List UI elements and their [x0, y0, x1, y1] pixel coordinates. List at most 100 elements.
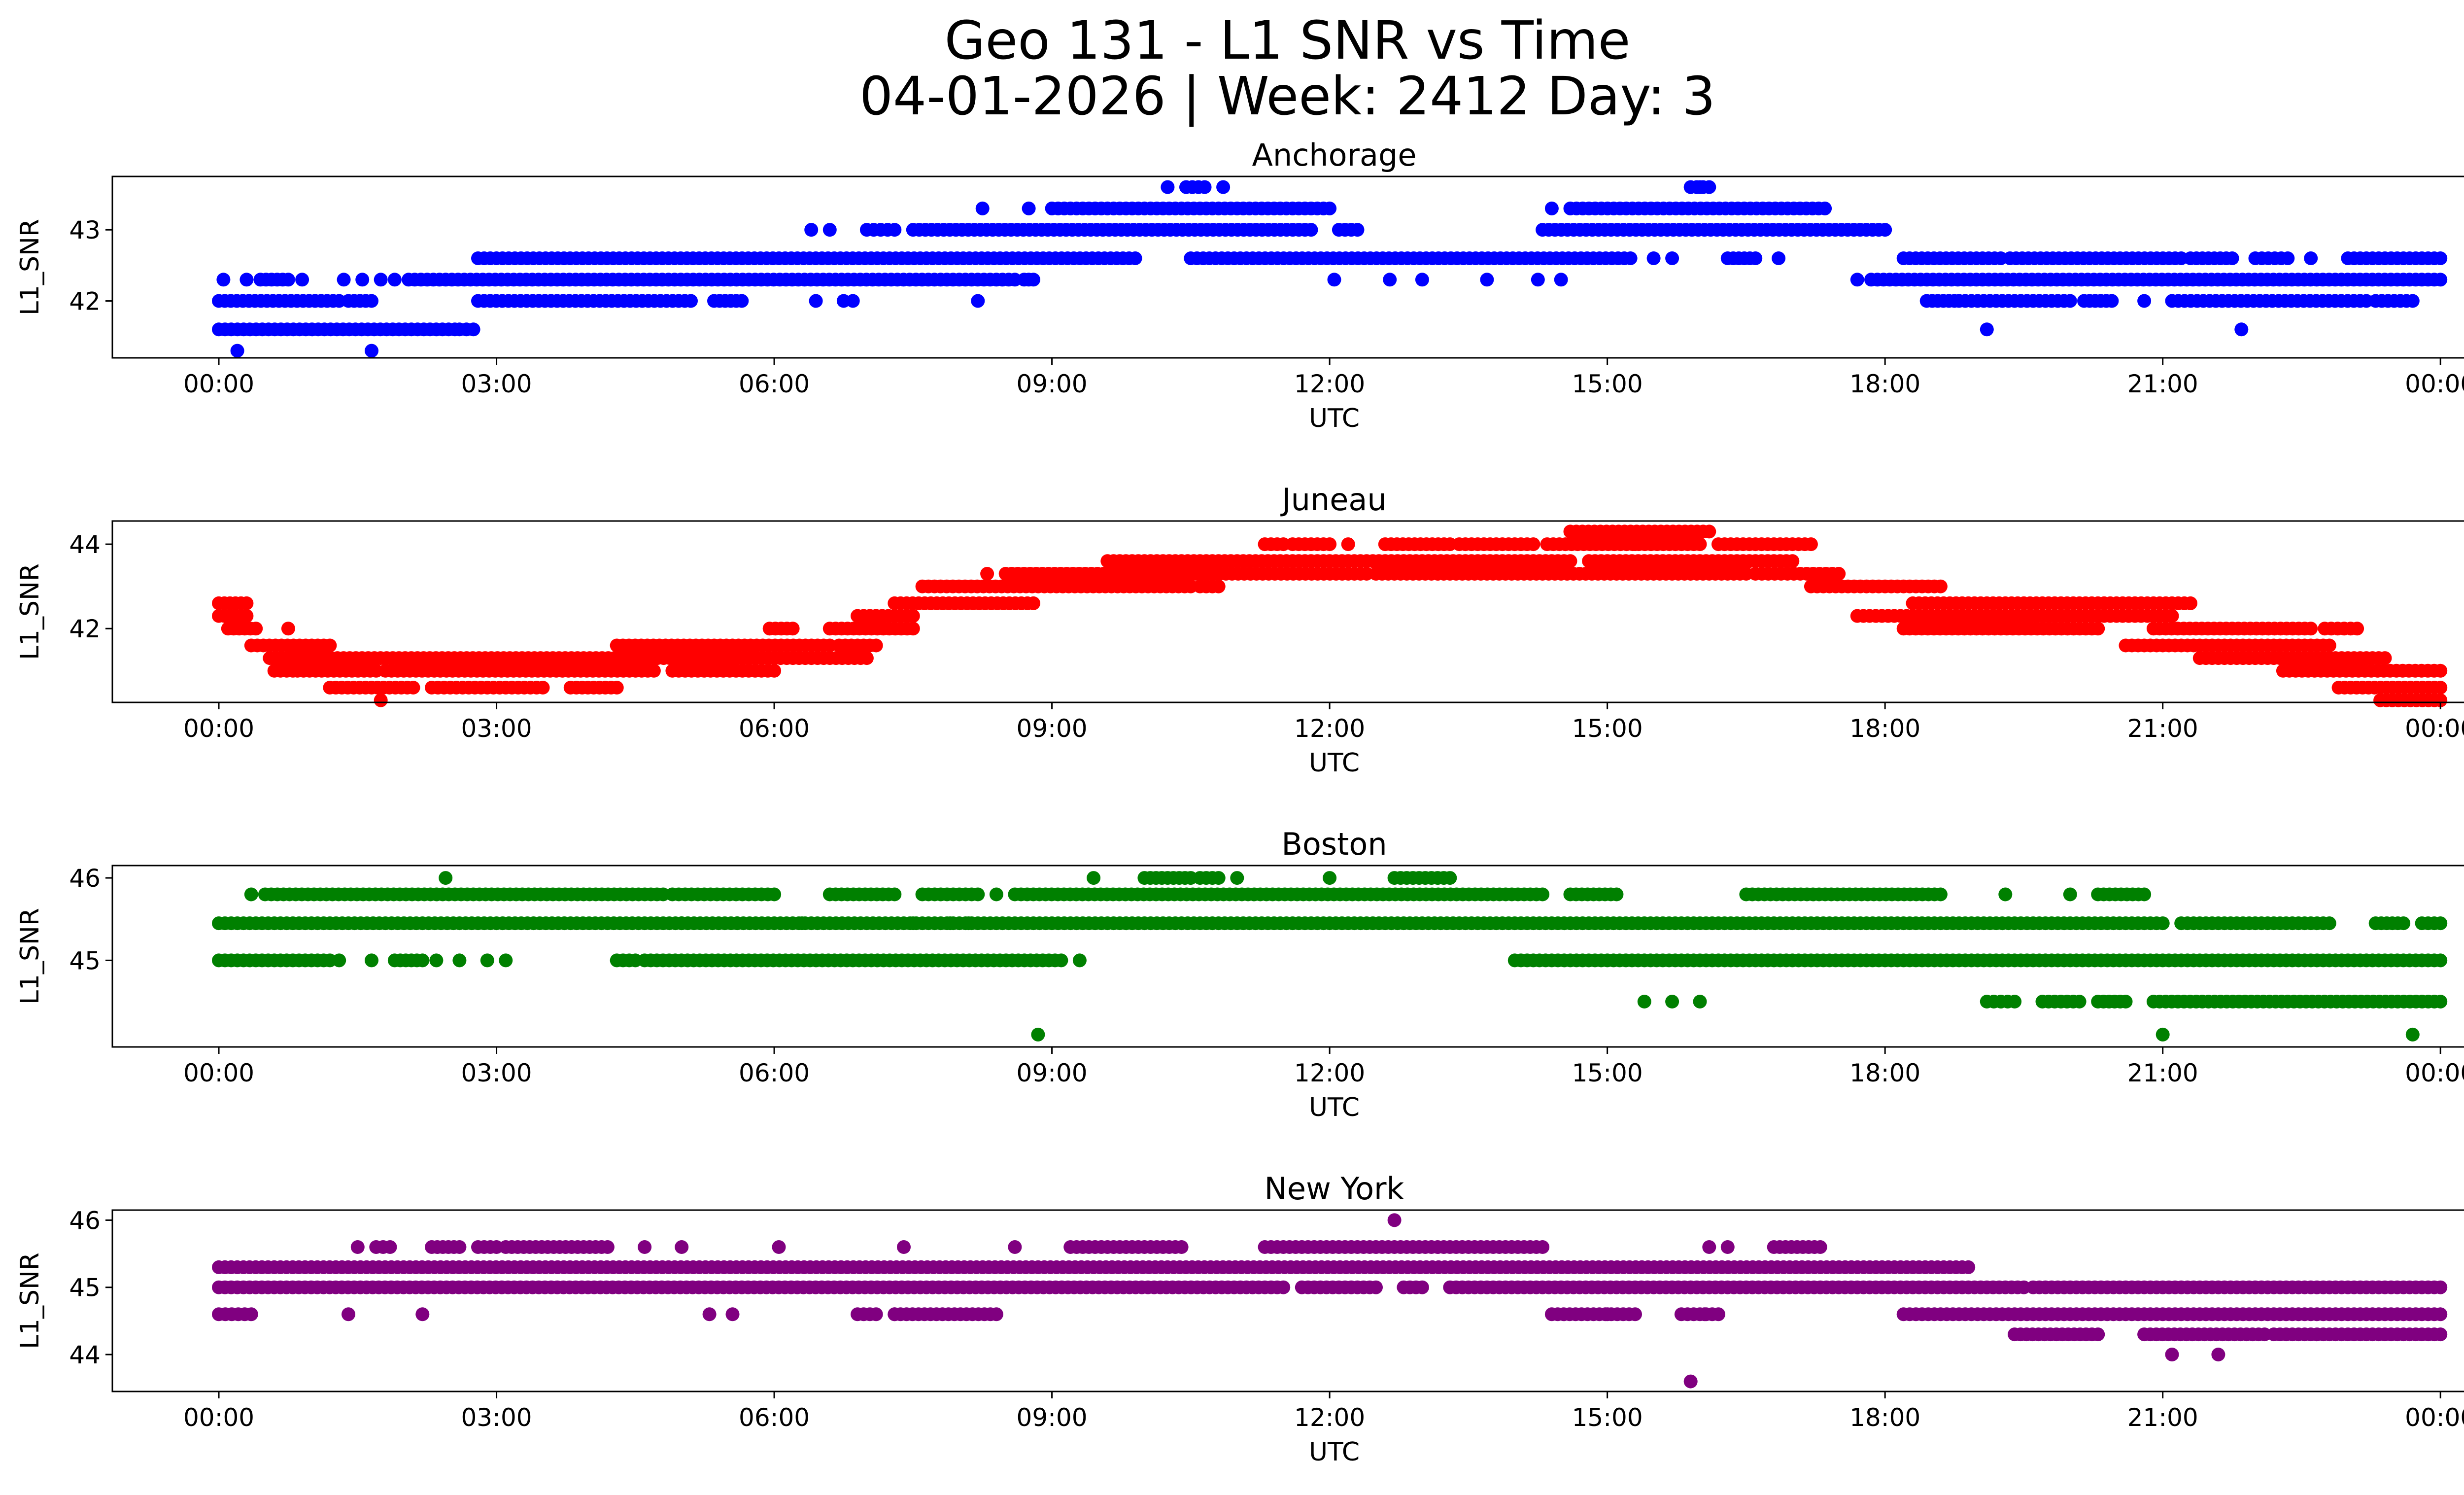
- data-point: [1304, 223, 1318, 237]
- data-point: [971, 887, 985, 902]
- figure-title: Geo 131 - L1 SNR vs Time: [944, 10, 1631, 71]
- data-point: [675, 1240, 689, 1254]
- data-point: [1933, 579, 1948, 593]
- data-point: [1665, 251, 1679, 265]
- data-point: [1415, 273, 1429, 287]
- x-tick-label: 09:00: [1017, 1403, 1088, 1432]
- data-point: [350, 1240, 365, 1254]
- data-point: [1772, 251, 1786, 265]
- data-point: [1230, 871, 1244, 885]
- data-point: [675, 916, 689, 931]
- data-point: [1813, 1240, 1827, 1254]
- subplot-juneau: Juneau 00:00 03:00 06:00 09:00 12:00 15:00 18:0…: [15, 482, 2464, 778]
- x-tick-label: 00:00: [2405, 1403, 2464, 1432]
- data-point: [387, 273, 402, 287]
- data-point: [355, 273, 370, 287]
- data-point: [365, 294, 378, 308]
- data-point: [906, 622, 920, 636]
- data-point: [809, 294, 823, 308]
- data-point: [2350, 622, 2364, 636]
- data-point: [1027, 596, 1040, 610]
- data-points: [212, 524, 2448, 707]
- data-point: [804, 223, 819, 237]
- data-points: [212, 871, 2448, 1042]
- data-point: [1554, 273, 1568, 287]
- x-tick-label: 09:00: [1017, 370, 1088, 398]
- data-point: [647, 663, 661, 678]
- x-tick-label: 00:00: [2405, 714, 2464, 743]
- data-point: [480, 953, 494, 968]
- x-tick-label: 00:00: [183, 370, 254, 398]
- data-point: [2063, 887, 2077, 902]
- y-tick-label: 45: [69, 1274, 101, 1302]
- data-point: [1008, 1240, 1022, 1254]
- data-point: [230, 344, 244, 358]
- data-point: [2184, 596, 2197, 610]
- x-tick-label: 03:00: [461, 714, 532, 743]
- data-point: [1702, 524, 1716, 539]
- data-point: [2396, 916, 2411, 931]
- data-point: [1350, 223, 1365, 237]
- data-point: [1211, 871, 1226, 885]
- x-tick-label: 21:00: [2127, 1059, 2198, 1087]
- data-point: [1563, 554, 1577, 568]
- data-point: [1665, 995, 1679, 1008]
- data-point: [383, 1240, 397, 1254]
- data-point: [1878, 223, 1892, 237]
- data-point: [2211, 1348, 2225, 1361]
- data-point: [1804, 537, 1818, 552]
- data-point: [888, 1307, 902, 1321]
- data-point: [1211, 579, 1226, 593]
- data-point: [1087, 871, 1101, 885]
- x-tick-label: 15:00: [1572, 1059, 1643, 1087]
- data-point: [2137, 294, 2152, 308]
- subplot-new-york: New York 00:00 03:00 06:00 09:00 12:00 15:00 18…: [15, 1171, 2464, 1467]
- data-point: [2156, 1027, 2170, 1042]
- data-point: [374, 693, 388, 707]
- data-point: [439, 871, 453, 885]
- data-point: [1628, 1307, 1642, 1321]
- data-point: [1022, 201, 1036, 215]
- data-point: [2063, 294, 2077, 308]
- data-point: [1693, 995, 1707, 1008]
- data-point: [1609, 887, 1624, 902]
- data-point: [1383, 273, 1397, 287]
- y-tick-label: 43: [69, 216, 101, 244]
- data-point: [1637, 995, 1651, 1008]
- data-points: [212, 180, 2448, 358]
- x-axis-label: UTC: [1309, 748, 1360, 778]
- data-point: [466, 322, 480, 337]
- data-point: [888, 223, 902, 237]
- data-point: [1711, 1307, 1725, 1321]
- data-point: [415, 1307, 430, 1321]
- x-tick-label: 18:00: [1849, 1059, 1920, 1087]
- data-point: [2405, 1027, 2420, 1042]
- x-tick-label: 18:00: [1849, 1403, 1920, 1432]
- data-point: [1216, 180, 1231, 194]
- data-point: [1174, 1240, 1189, 1254]
- data-point: [2072, 995, 2087, 1008]
- data-point: [859, 651, 874, 665]
- data-point: [1027, 273, 1040, 287]
- data-point: [1980, 322, 1994, 337]
- data-point: [1748, 251, 1763, 265]
- data-point: [1480, 273, 1494, 287]
- data-point: [869, 1307, 883, 1321]
- data-point: [943, 916, 957, 931]
- data-point: [2304, 622, 2318, 636]
- data-point: [869, 638, 883, 653]
- data-point: [332, 953, 346, 968]
- data-point: [702, 1307, 717, 1321]
- data-point: [1387, 1213, 1402, 1227]
- x-tick-label: 00:00: [183, 714, 254, 743]
- x-tick-label: 18:00: [1849, 714, 1920, 743]
- data-point: [2405, 294, 2420, 308]
- data-point: [961, 916, 976, 931]
- data-point: [2433, 663, 2448, 678]
- data-point: [989, 887, 1003, 902]
- data-point: [2105, 294, 2119, 308]
- data-point: [452, 953, 467, 968]
- subplot-title: Boston: [1281, 826, 1387, 862]
